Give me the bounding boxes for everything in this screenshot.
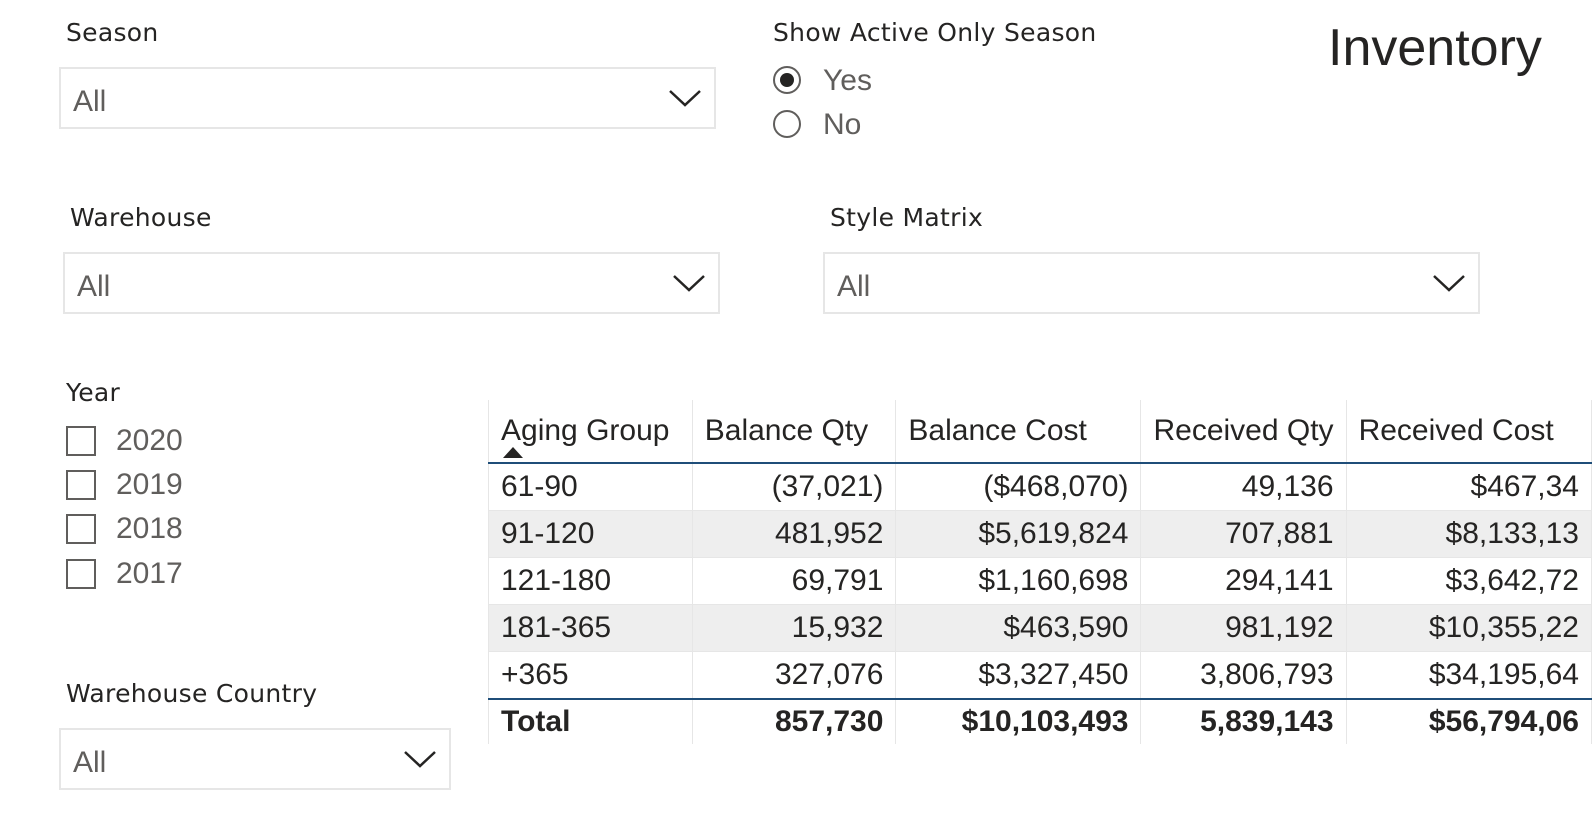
table-cell: $10,103,493 <box>895 698 1142 744</box>
chevron-down-icon <box>404 751 436 768</box>
radio-yes-button[interactable] <box>773 66 801 94</box>
table-header-row: Aging Group Balance Qty Balance Cost Rec… <box>488 400 1592 464</box>
year-2019-label: 2019 <box>116 468 183 501</box>
table-cell: $3,327,450 <box>895 651 1142 700</box>
table-cell: $8,133,13 <box>1346 510 1592 558</box>
chevron-down-icon <box>1433 275 1465 292</box>
column-header-label: Balance Cost <box>908 414 1087 447</box>
table-cell: $10,355,22 <box>1346 604 1592 652</box>
table-cell: $5,619,824 <box>895 510 1142 558</box>
table-total-row: Total 857,730 $10,103,493 5,839,143 $56,… <box>488 698 1592 744</box>
table-cell: 181-365 <box>488 604 693 652</box>
table-cell: $1,160,698 <box>895 557 1142 605</box>
style-matrix-label: Style Matrix <box>830 203 984 232</box>
style-matrix-value: All <box>837 270 871 303</box>
year-2018-checkbox[interactable] <box>66 514 96 544</box>
table-cell: $56,794,06 <box>1346 698 1592 744</box>
radio-yes-label: Yes <box>823 64 872 97</box>
table-cell: (37,021) <box>692 463 897 511</box>
table-row[interactable]: +365 327,076 $3,327,450 3,806,793 $34,19… <box>488 651 1592 700</box>
chevron-down-icon <box>669 90 701 107</box>
column-header-label: Balance Qty <box>704 414 869 447</box>
table-cell: 69,791 <box>692 557 897 605</box>
season-dropdown[interactable]: All <box>59 67 716 129</box>
table-cell: Total <box>488 698 693 744</box>
column-header-received-cost[interactable]: Received Cost <box>1346 400 1592 464</box>
table-cell: 327,076 <box>692 651 897 700</box>
table-cell: 481,952 <box>692 510 897 558</box>
column-header-aging-group[interactable]: Aging Group <box>488 400 693 464</box>
table-cell: 294,141 <box>1140 557 1347 605</box>
table-row[interactable]: 61-90 (37,021) ($468,070) 49,136 $467,34 <box>488 463 1592 511</box>
chevron-down-icon <box>673 275 705 292</box>
table-cell: $34,195,64 <box>1346 651 1592 700</box>
warehouse-dropdown[interactable]: All <box>63 252 720 314</box>
column-header-label: Aging Group <box>501 414 670 447</box>
table-cell: 91-120 <box>488 510 693 558</box>
sort-ascending-icon <box>503 447 523 458</box>
table-cell: 981,192 <box>1140 604 1347 652</box>
column-header-label: Received Cost <box>1358 414 1554 447</box>
column-header-balance-qty[interactable]: Balance Qty <box>692 400 897 464</box>
style-matrix-dropdown[interactable]: All <box>823 252 1480 314</box>
season-label: Season <box>66 18 159 47</box>
warehouse-country-value: All <box>73 746 107 779</box>
warehouse-label: Warehouse <box>70 203 212 232</box>
warehouse-country-label: Warehouse Country <box>66 679 318 708</box>
table-cell: 3,806,793 <box>1140 651 1347 700</box>
column-header-label: Received Qty <box>1153 414 1334 447</box>
table-row[interactable]: 181-365 15,932 $463,590 981,192 $10,355,… <box>488 604 1592 652</box>
table-cell: 5,839,143 <box>1140 698 1347 744</box>
table-cell: 15,932 <box>692 604 897 652</box>
table-cell: 857,730 <box>692 698 897 744</box>
radio-no-button[interactable] <box>773 110 801 138</box>
page-title: Inventory <box>1328 19 1542 77</box>
column-header-received-qty[interactable]: Received Qty <box>1140 400 1347 464</box>
year-label: Year <box>66 378 121 407</box>
table-cell: $467,34 <box>1346 463 1592 511</box>
warehouse-country-dropdown[interactable]: All <box>59 728 451 790</box>
aging-table: Aging Group Balance Qty Balance Cost Rec… <box>488 400 1592 744</box>
table-cell: $463,590 <box>895 604 1142 652</box>
year-2020-checkbox[interactable] <box>66 426 96 456</box>
table-cell: +365 <box>488 651 693 700</box>
column-header-balance-cost[interactable]: Balance Cost <box>895 400 1142 464</box>
active-only-label: Show Active Only Season <box>773 18 1097 47</box>
year-2017-checkbox[interactable] <box>66 559 96 589</box>
table-cell: $3,642,72 <box>1346 557 1592 605</box>
warehouse-value: All <box>77 270 111 303</box>
table-cell: 61-90 <box>488 463 693 511</box>
table-cell: ($468,070) <box>895 463 1142 511</box>
table-row[interactable]: 121-180 69,791 $1,160,698 294,141 $3,642… <box>488 557 1592 605</box>
table-row[interactable]: 91-120 481,952 $5,619,824 707,881 $8,133… <box>488 510 1592 558</box>
year-2020-label: 2020 <box>116 424 183 457</box>
year-2017-label: 2017 <box>116 557 183 590</box>
table-cell: 707,881 <box>1140 510 1347 558</box>
year-2018-label: 2018 <box>116 512 183 545</box>
radio-no-label: No <box>823 108 862 141</box>
season-value: All <box>73 85 107 118</box>
table-cell: 49,136 <box>1140 463 1347 511</box>
year-2019-checkbox[interactable] <box>66 470 96 500</box>
aging-table-visual: Aging Group Balance Qty Balance Cost Rec… <box>488 400 1592 745</box>
table-cell: 121-180 <box>488 557 693 605</box>
